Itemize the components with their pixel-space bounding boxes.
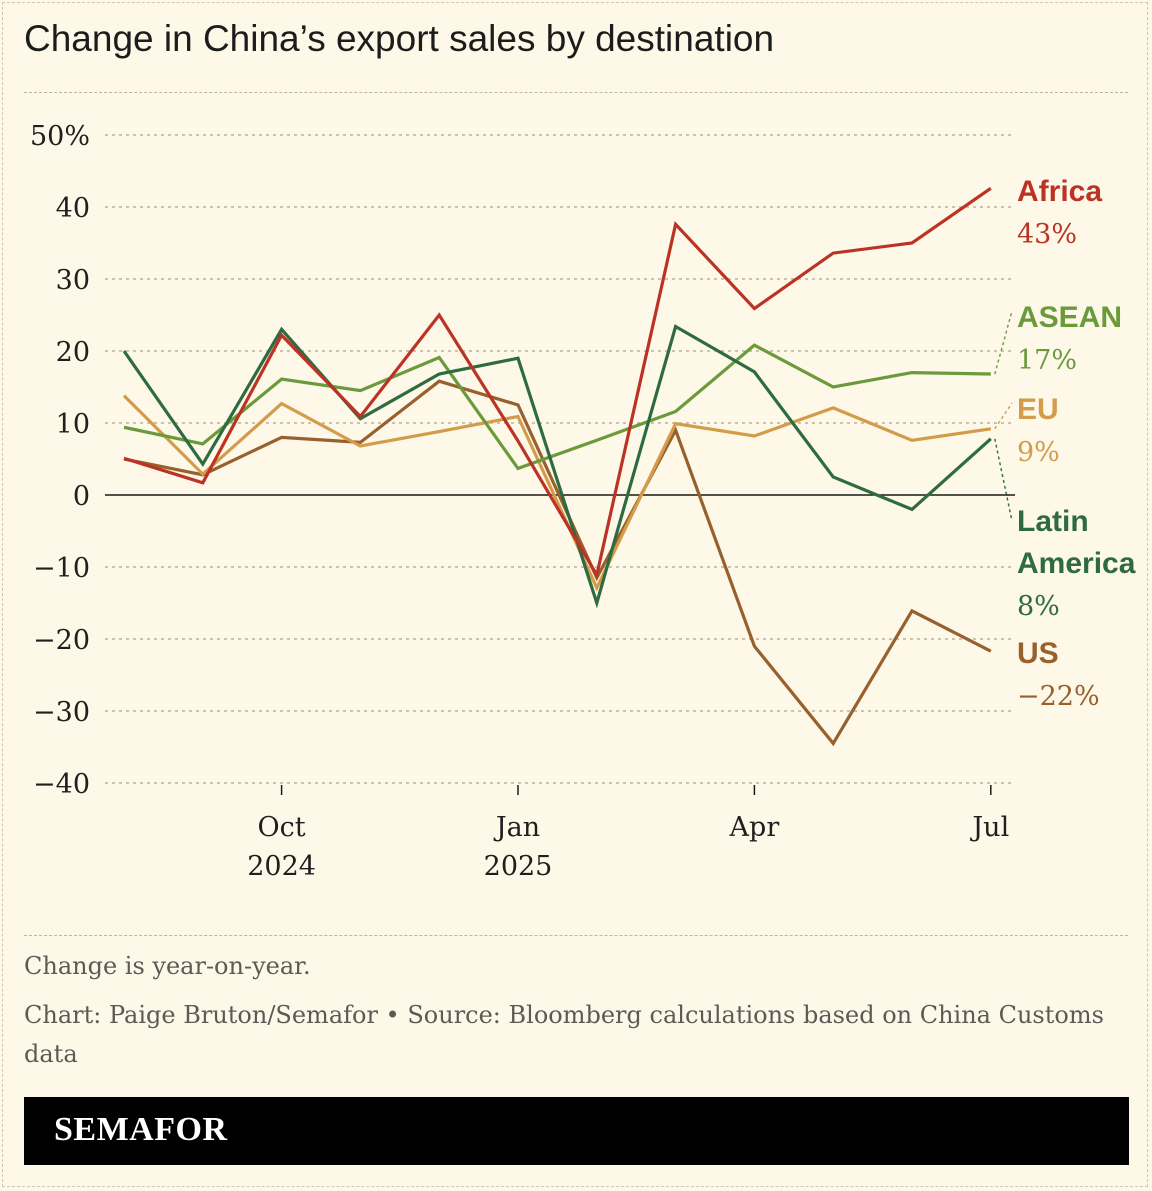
series-line-asean	[123, 343, 991, 471]
bottom-divider	[24, 935, 1128, 936]
x-tick-label: Jan	[493, 812, 540, 843]
label-leader-latin-america	[994, 438, 1013, 522]
y-tick-label: −40	[33, 769, 90, 800]
grid	[105, 134, 1015, 784]
note-yoy: Change is year-on-year.	[24, 952, 311, 980]
series-value-latin-america: 8%	[1017, 591, 1060, 622]
logo-bar: SEMAFOR	[24, 1097, 1129, 1165]
x-tick-label: Apr	[729, 812, 780, 843]
series-line-africa	[123, 186, 992, 580]
x-tick-year: 2025	[484, 851, 553, 882]
series-label-africa: Africa	[1017, 175, 1102, 208]
series-line-us	[123, 379, 992, 747]
series-labels: Africa 43% ASEAN 17% EU 9% Latin America 8% US −22…	[994, 175, 1136, 712]
series-lines	[122, 186, 992, 747]
label-leader-asean	[994, 310, 1013, 375]
y-tick-label: 20	[56, 337, 90, 368]
note-source-cont: data	[24, 1040, 78, 1068]
top-divider	[24, 92, 1128, 93]
y-tick-label: 40	[56, 193, 90, 224]
series-value-africa: 43%	[1017, 219, 1077, 250]
series-label-eu: EU	[1017, 393, 1059, 426]
y-tick-label: 30	[56, 265, 90, 296]
y-tick-label: −10	[33, 553, 90, 584]
chart-title: Change in China’s export sales by destin…	[24, 18, 775, 59]
series-label-latin-america: Latin	[1017, 505, 1089, 538]
y-tick-label: 0	[73, 481, 90, 512]
series-line-eu	[122, 394, 992, 592]
y-tick-label: 10	[56, 409, 90, 440]
series-label-us: US	[1017, 637, 1059, 670]
y-tick-label: 50%	[30, 121, 90, 152]
series-label-latin-america: America	[1017, 547, 1136, 580]
series-line-latin-america	[122, 324, 992, 609]
y-axis: 50% 40 30 20 10 0 −10 −20 −30 −40	[30, 121, 90, 800]
series-value-eu: 9%	[1017, 437, 1060, 468]
x-tick-label: Oct	[258, 812, 306, 843]
y-tick-label: −20	[33, 625, 90, 656]
x-tick-year: 2024	[247, 851, 316, 882]
y-tick-label: −30	[33, 697, 90, 728]
line-chart: 50% 40 30 20 10 0 −10 −20 −30 −40 Oct 2024 Jan 2025 A…	[30, 121, 1136, 882]
label-leader-eu	[994, 402, 1013, 430]
series-value-us: −22%	[1017, 681, 1100, 712]
semafor-logo: SEMAFOR	[54, 1111, 228, 1148]
series-value-asean: 17%	[1017, 345, 1077, 376]
note-source: Chart: Paige Bruton/Semafor • Source: Bl…	[24, 1001, 1104, 1029]
x-tick-label: Jul	[969, 812, 1009, 843]
series-label-asean: ASEAN	[1017, 301, 1122, 334]
x-axis: Oct 2024 Jan 2025 Apr Jul	[247, 785, 1009, 882]
